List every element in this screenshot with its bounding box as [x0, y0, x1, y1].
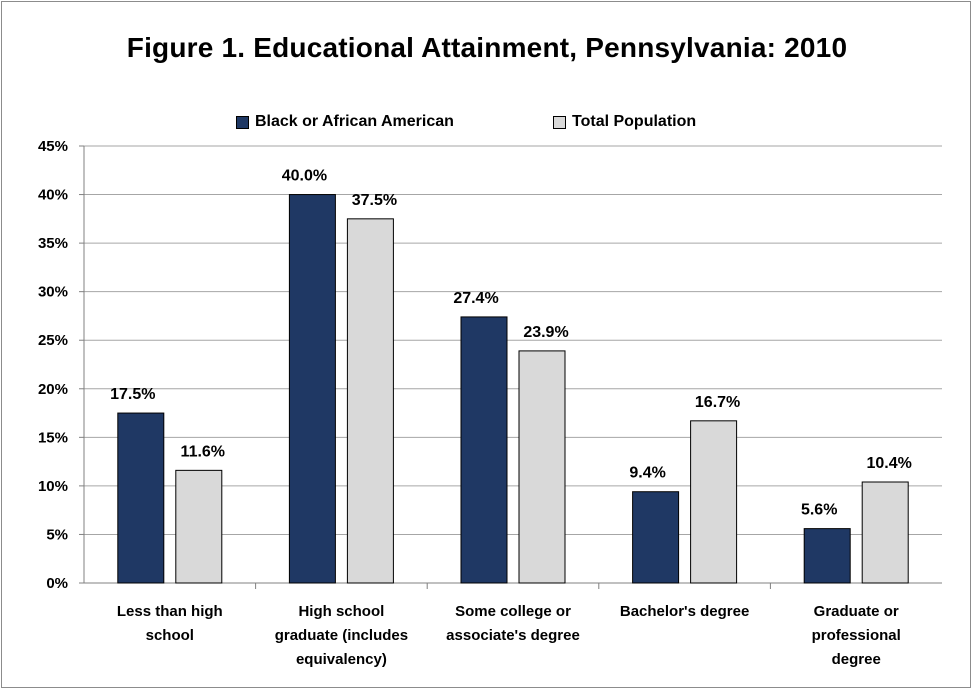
y-tick-label: 40%	[38, 187, 68, 204]
x-category-label: associate's degree	[446, 627, 580, 644]
data-label: 5.6%	[801, 502, 837, 519]
bar-black	[117, 412, 165, 584]
chart-title: Figure 1. Educational Attainment, Pennsy…	[126, 32, 848, 63]
data-label: 27.4%	[453, 290, 498, 307]
data-label: 17.5%	[110, 386, 155, 403]
x-category-label: Some college or	[455, 603, 571, 620]
y-tick-label: 10%	[38, 478, 68, 495]
y-tick-label: 30%	[38, 284, 68, 301]
legend-swatch-black	[236, 115, 249, 129]
bar-black	[288, 194, 336, 584]
bar-black	[460, 316, 508, 584]
y-tick-label: 20%	[38, 381, 68, 398]
bar-total	[175, 469, 223, 584]
x-category-label: equivalency)	[296, 651, 387, 668]
legend-item-total: Total Population	[553, 113, 696, 131]
chart-legend: Black or African American Total Populati…	[2, 113, 972, 137]
x-category-label: school	[146, 627, 194, 644]
x-category-label: Less than high	[117, 603, 223, 620]
y-tick-label: 35%	[38, 235, 68, 252]
legend-item-black: Black or African American	[236, 113, 454, 131]
y-tick-label: 15%	[38, 429, 68, 446]
x-category-label: Graduate or	[814, 603, 899, 620]
bar-total	[346, 218, 394, 584]
data-label: 9.4%	[629, 465, 665, 482]
legend-swatch-total	[553, 115, 566, 129]
data-label: 40.0%	[282, 168, 327, 185]
data-label: 37.5%	[352, 192, 397, 209]
bar-black	[803, 528, 851, 584]
bar-total	[518, 350, 566, 584]
bar-black	[632, 491, 680, 584]
bar-total	[690, 420, 738, 584]
data-label: 23.9%	[523, 324, 568, 341]
y-tick-label: 25%	[38, 332, 68, 349]
x-category-label: graduate (includes	[275, 627, 408, 644]
legend-label-total: Total Population	[572, 113, 697, 130]
data-label: 16.7%	[695, 394, 740, 411]
bar-total	[861, 481, 909, 584]
legend-label-black: Black or African American	[255, 113, 454, 130]
y-tick-label: 45%	[38, 138, 68, 155]
y-tick-label: 5%	[46, 526, 68, 543]
x-category-label: degree	[832, 651, 881, 668]
x-category-label: Bachelor's degree	[620, 603, 749, 620]
data-label: 10.4%	[867, 455, 912, 472]
y-tick-label: 0%	[46, 575, 68, 592]
x-category-label: professional	[812, 627, 901, 644]
data-label: 11.6%	[181, 443, 225, 460]
x-category-label: High school	[298, 603, 384, 620]
